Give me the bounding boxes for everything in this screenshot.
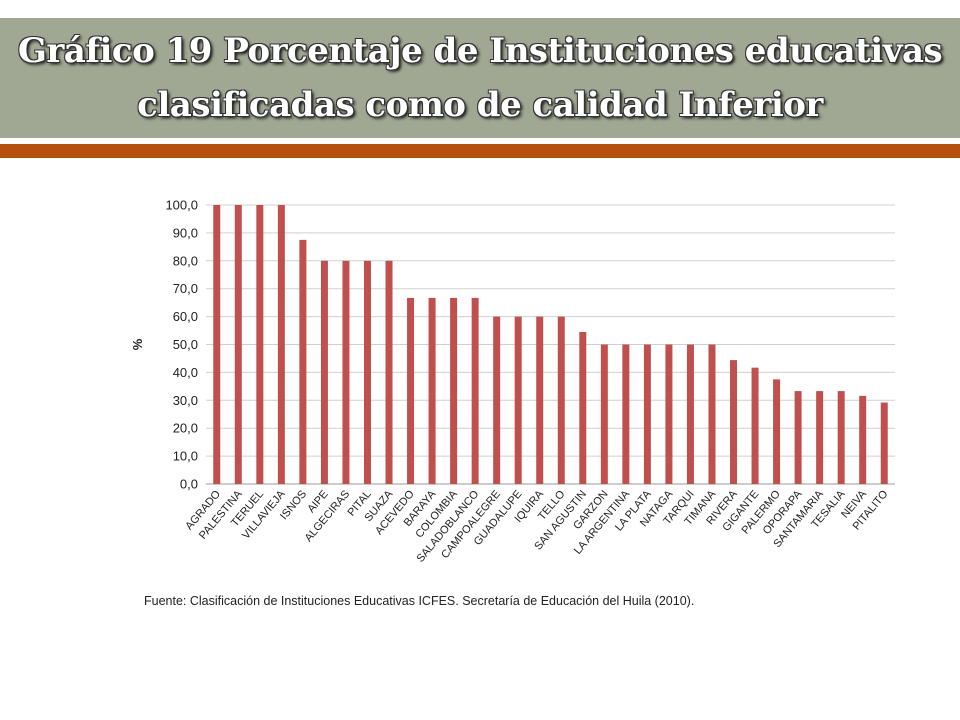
bar <box>816 391 824 484</box>
title-band <box>0 18 960 138</box>
y-tick-label: 60,0 <box>173 309 198 324</box>
bar <box>686 344 694 484</box>
y-tick-label: 40,0 <box>173 365 198 380</box>
accent-bar <box>0 144 960 158</box>
bar <box>708 344 716 484</box>
y-tick-label: 0,0 <box>180 477 198 492</box>
bar <box>493 316 501 484</box>
bar <box>342 260 350 484</box>
bar <box>536 316 544 484</box>
title-line-1: Gráfico 19 Porcentaje de Instituciones e… <box>17 31 943 71</box>
bar <box>428 297 436 484</box>
y-tick-label: 50,0 <box>173 337 198 352</box>
title-line-2: clasificadas como de calidad Inferior <box>137 85 823 125</box>
y-tick-label: 70,0 <box>173 281 198 296</box>
bar <box>794 391 802 484</box>
bar <box>773 379 781 484</box>
bar <box>450 297 458 484</box>
bar <box>407 297 415 484</box>
y-tick-label: 10,0 <box>173 449 198 464</box>
bar <box>579 331 587 484</box>
y-tick-label: 80,0 <box>173 253 198 268</box>
bar <box>600 344 608 484</box>
bar <box>557 316 565 484</box>
bar <box>880 402 888 484</box>
bar <box>837 391 845 484</box>
y-tick-label: 100,0 <box>165 198 198 213</box>
y-tick-label: 30,0 <box>173 393 198 408</box>
y-axis-label: % <box>130 338 145 350</box>
bar <box>643 344 651 484</box>
bar <box>751 367 759 484</box>
bar <box>730 360 738 484</box>
bar <box>385 260 393 484</box>
bar <box>363 260 371 484</box>
source-note: Fuente: Clasificación de Instituciones E… <box>144 594 695 608</box>
bar <box>471 297 479 484</box>
bar <box>514 316 522 484</box>
bar <box>256 205 264 484</box>
bar <box>277 205 285 484</box>
slide-title: Gráfico 19 Porcentaje de Instituciones e… <box>0 18 960 138</box>
bar <box>213 205 221 484</box>
y-tick-label: 90,0 <box>173 225 198 240</box>
bar <box>299 239 307 484</box>
bar <box>665 344 673 484</box>
bar <box>234 205 242 484</box>
bar <box>320 260 328 484</box>
y-tick-label: 20,0 <box>173 421 198 436</box>
bar <box>622 344 630 484</box>
bar <box>859 395 867 484</box>
bar-chart: 0,0 10,0 20,0 30,0 40,0 50,0 60,0 70,0 80,0 90,0 1… <box>130 198 895 565</box>
